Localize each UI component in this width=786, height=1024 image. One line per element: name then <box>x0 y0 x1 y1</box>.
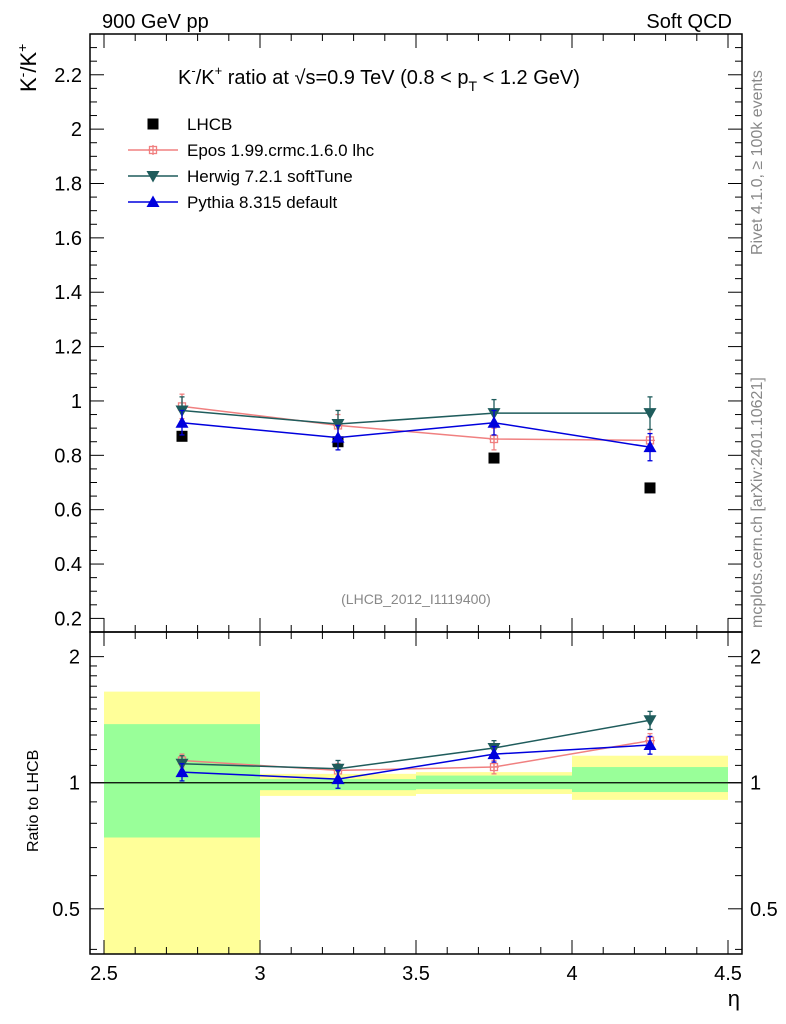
main-y-label: K-/K+ <box>14 44 41 92</box>
x-tick-label: 3.5 <box>402 963 430 985</box>
x-tick-label: 3 <box>254 963 265 985</box>
main-point-3 <box>175 416 189 428</box>
legend-marker <box>146 171 160 183</box>
ratio-y-tick-label: 0.5 <box>52 899 80 921</box>
ratio-point-2 <box>331 772 345 785</box>
legend-label: Pythia 8.315 default <box>187 193 338 212</box>
ratio-series-line-1 <box>181 719 651 770</box>
x-tick-label: 4.5 <box>714 963 742 985</box>
y-tick-label: 1.6 <box>54 228 82 250</box>
mcplots-label: mcplots.cern.ch [arXiv:2401.10621] <box>749 377 766 628</box>
ratio-point-1 <box>331 763 345 776</box>
x-tick-label: 2.5 <box>90 963 118 985</box>
legend-label: Epos 1.99.crmc.1.6.0 lhc <box>187 141 375 160</box>
ratio-y-tick-label: 2 <box>69 647 80 669</box>
y-tick-label: 2.2 <box>54 65 82 87</box>
main-point-0 <box>644 482 656 494</box>
ratio-series-line-0 <box>181 739 651 772</box>
y-tick-label: 2 <box>71 119 82 141</box>
y-tick-label: 0.6 <box>54 500 82 522</box>
main-series-line-3 <box>181 421 651 448</box>
header-left: 900 GeV pp <box>102 11 209 33</box>
legend-marker <box>147 118 159 130</box>
chart-title: K-/K+ ratio at √s=0.9 TeV (0.8 < pT < 1.… <box>178 63 580 94</box>
legend-label: Herwig 7.2.1 softTune <box>187 167 353 186</box>
main-point-3 <box>331 431 345 443</box>
y-tick-label: 0.8 <box>54 445 82 467</box>
ratio-y-tick-label: 1 <box>69 773 80 795</box>
ratio-point-1 <box>643 715 657 727</box>
ratio-point-2 <box>487 747 501 760</box>
y-tick-label: 1 <box>71 391 82 413</box>
legend-marker <box>146 195 160 207</box>
y-tick-label: 1.2 <box>54 337 82 359</box>
x-tick-label: 4 <box>566 963 577 985</box>
ratio-band-inner <box>572 767 728 793</box>
y-tick-label: 0.2 <box>54 608 82 630</box>
ratio-point-2 <box>175 765 189 778</box>
main-series-line-2 <box>181 409 650 425</box>
ratio-y-label: Ratio to LHCB <box>25 750 42 852</box>
x-axis-label: η <box>728 986 740 1011</box>
rivet-label: Rivet 4.1.0, ≥ 100k events <box>749 70 766 255</box>
main-point-0 <box>488 452 500 464</box>
y-tick-label: 1.4 <box>54 282 82 304</box>
ratio-frame <box>89 631 743 955</box>
ratio-point-2 <box>643 738 657 751</box>
analysis-watermark: (LHCB_2012_I1119400) <box>341 591 491 607</box>
main-point-3 <box>643 440 657 453</box>
legend-label: LHCB <box>187 115 232 134</box>
y-tick-label: 1.8 <box>54 174 82 196</box>
ratio-y-tick-label-right: 1 <box>750 773 761 795</box>
ratio-y-tick-label-right: 0.5 <box>750 899 778 921</box>
main-point-0 <box>176 430 188 442</box>
ratio-series-line-2 <box>181 744 651 780</box>
main-series-line-1 <box>181 405 651 442</box>
header-right: Soft QCD <box>646 11 732 33</box>
ratio-y-tick-label-right: 2 <box>750 647 761 669</box>
main-point-2 <box>643 408 657 420</box>
main-point-3 <box>487 416 501 428</box>
y-tick-label: 0.4 <box>54 554 82 576</box>
